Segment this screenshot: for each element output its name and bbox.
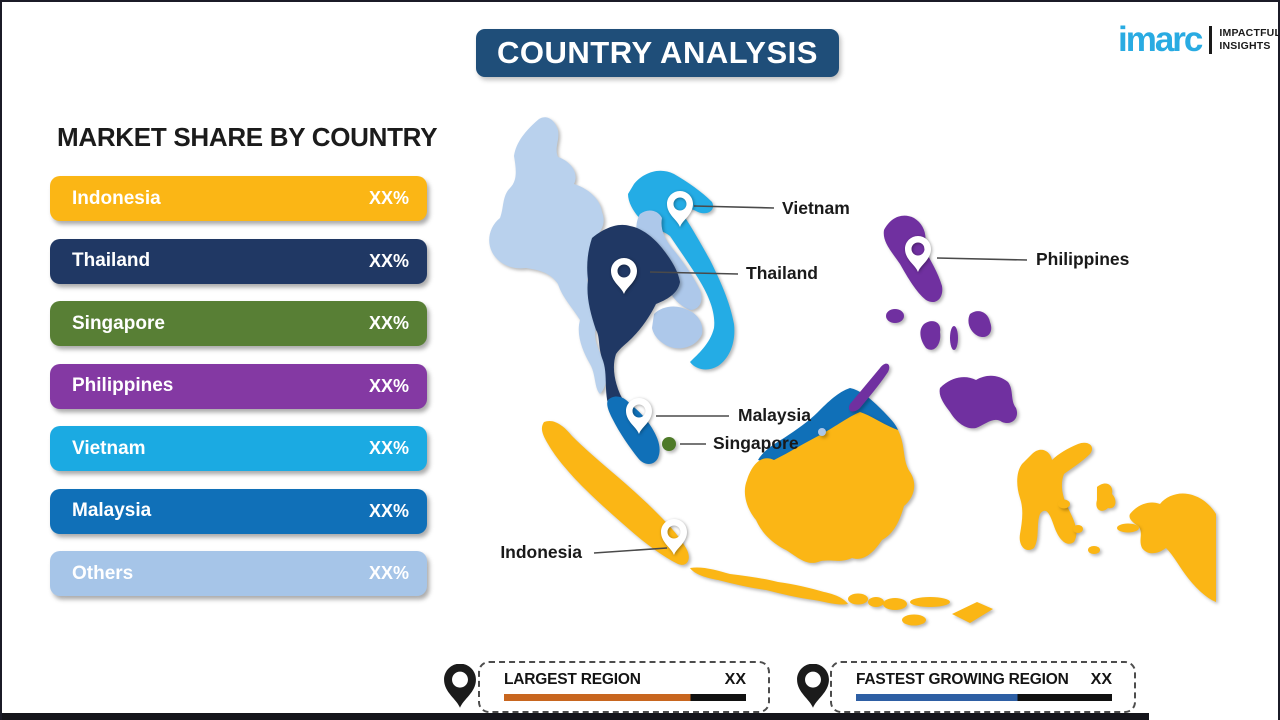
indonesia-sumba [902, 614, 926, 626]
bar-label: Thailand [72, 250, 151, 271]
indonesia-small-isle-1 [1073, 525, 1083, 533]
bar-label: Philippines [72, 375, 174, 396]
map-label-indonesia: Indonesia [500, 542, 582, 562]
location-pin-icon-fastest [797, 664, 829, 708]
legend-fastest-bar [856, 694, 1112, 701]
indonesia-papua [1129, 493, 1216, 602]
map-label-philippines: Philippines [1036, 249, 1130, 269]
indonesia-lombok [868, 597, 884, 607]
map-label-thailand: Thailand [746, 263, 818, 283]
legend-fastest-value: XX [1090, 671, 1112, 688]
logo-divider [1209, 25, 1213, 54]
indonesia-sumatra [541, 420, 689, 565]
bar-value: XX% [368, 438, 409, 458]
map-region-myanmar [489, 117, 607, 394]
bar-value: XX% [368, 250, 409, 271]
bar-label: Vietnam [72, 437, 146, 459]
imarc-logo-text: imarc [1118, 20, 1203, 59]
indonesia-kalimantan [744, 412, 915, 563]
logo-tagline: IMPACTFUL INSIGHTS [1219, 27, 1280, 52]
map-label-vietnam: Vietnam [782, 198, 850, 218]
map-region-brunei [818, 428, 826, 436]
market-share-bar-malaysia: Malaysia XX% [50, 488, 427, 534]
market-share-bar-others: Others XX% [50, 551, 427, 596]
indonesia-timor [952, 602, 993, 623]
map-region-malaysia-peninsula [607, 396, 660, 464]
bar-label: Others [72, 562, 134, 584]
indonesia-flores [910, 597, 950, 607]
map-region-cambodia [652, 306, 703, 349]
legend-fastest-growing-region: FASTEST GROWING REGION XX [830, 661, 1136, 713]
legend-fastest-label: FASTEST GROWING REGION [856, 671, 1069, 688]
bar-value: XX% [368, 188, 409, 208]
market-share-bars: Indonesia XX% Thailand XX% Singapore XX% Phili… [50, 176, 427, 596]
bar-value: XX% [368, 500, 409, 521]
bar-label: Singapore [72, 312, 165, 334]
indonesia-sumbawa [883, 598, 907, 610]
page-title: COUNTRY ANALYSIS [497, 35, 818, 70]
bar-value: XX% [368, 313, 409, 333]
location-pin-icon-largest [444, 664, 476, 708]
market-share-bar-thailand: Thailand XX% [50, 238, 427, 284]
legend-largest-region: LARGEST REGION XX [478, 661, 770, 713]
map-region-philippines [848, 215, 1018, 429]
philippines-cebu [950, 326, 958, 350]
indonesia-sulawesi [1017, 442, 1093, 551]
map-label-singapore: Singapore [713, 433, 799, 453]
logo-tagline-line1: IMPACTFUL [1219, 27, 1280, 40]
philippines-palawan [848, 363, 890, 412]
legend-largest-value: XX [724, 671, 746, 688]
imarc-logo: imarc IMPACTFUL INSIGHTS [1118, 20, 1280, 59]
title-banner: COUNTRY ANALYSIS [476, 29, 839, 77]
bar-label: Indonesia [72, 187, 161, 209]
philippines-panay-negros [920, 321, 941, 350]
bottom-border-strip [2, 713, 1149, 720]
southeast-asia-map [489, 117, 1216, 626]
indonesia-halmahera [1096, 483, 1116, 511]
indonesia-java [690, 567, 848, 605]
map-region-malaysia-borneo [758, 388, 898, 462]
logo-tagline-line2: INSIGHTS [1219, 39, 1271, 52]
indonesia-bali [848, 593, 868, 605]
legend-largest-label: LARGEST REGION [504, 671, 641, 688]
indonesia-seram [1117, 523, 1139, 533]
bar-label: Malaysia [72, 500, 152, 521]
leader-line-philippines [936, 257, 1028, 261]
market-share-bar-vietnam: Vietnam XX% [50, 426, 427, 471]
leader-line-indonesia [593, 547, 668, 554]
map-region-indonesia [541, 412, 1216, 626]
philippines-samar [968, 311, 992, 338]
singapore-dot [662, 437, 676, 451]
map-region-thailand [587, 224, 680, 427]
philippines-mindanao [939, 375, 1018, 429]
market-share-bar-philippines: Philippines XX% [50, 363, 427, 409]
market-share-bar-singapore: Singapore XX% [50, 301, 427, 346]
leader-line-vietnam [693, 205, 775, 209]
bar-value: XX% [368, 375, 409, 396]
market-share-heading: MARKET SHARE BY COUNTRY [57, 122, 438, 152]
leader-line-thailand [649, 271, 739, 275]
market-share-bar-indonesia: Indonesia XX% [50, 176, 427, 221]
indonesia-buru [1058, 499, 1070, 509]
indonesia-small-isle-2 [1088, 546, 1100, 554]
map-label-malaysia: Malaysia [738, 405, 811, 425]
legend-largest-bar [504, 694, 746, 701]
bar-value: XX% [368, 563, 409, 583]
philippines-mindoro [886, 309, 904, 323]
